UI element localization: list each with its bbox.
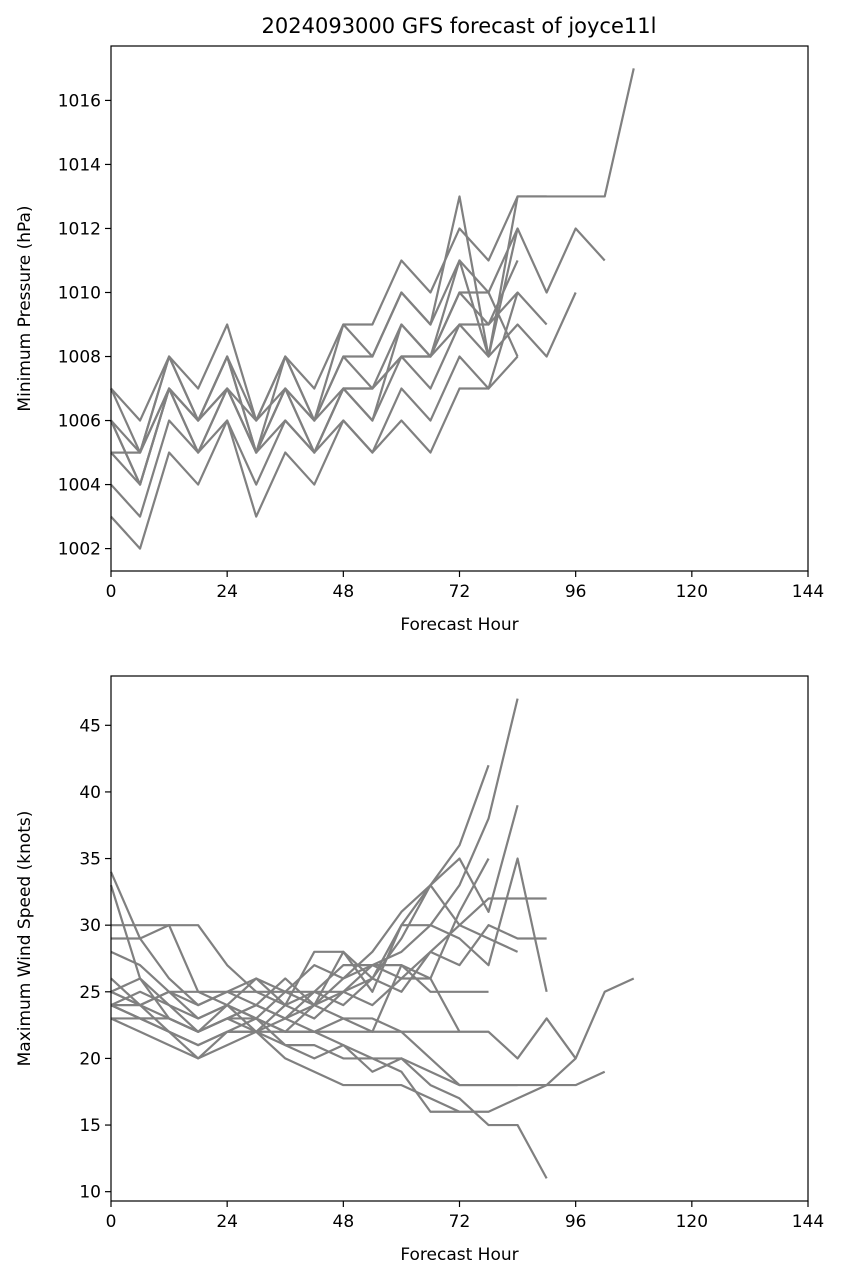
wind-x-tick-label: 120 <box>676 1212 708 1232</box>
wind-series-line-2 <box>110 764 490 1033</box>
pressure-x-tick-label: 96 <box>565 582 587 602</box>
wind-y-tick-label: 15 <box>79 1116 101 1136</box>
wind-series-line-13 <box>110 990 577 1113</box>
wind-series-line-4 <box>110 897 547 1033</box>
wind-series-line-9 <box>111 884 519 1007</box>
wind-x-tick-label: 24 <box>216 1212 238 1232</box>
pressure-x-tick-label: 144 <box>792 582 824 602</box>
pressure-y-tick-label: 1006 <box>58 412 101 432</box>
pressure-x-tick-label: 48 <box>333 582 355 602</box>
pressure-y-tick-label: 1014 <box>58 155 101 175</box>
wind-series-line-15 <box>110 1004 460 1113</box>
wind-series-line-16 <box>111 1004 518 1087</box>
pressure-plot-area <box>111 46 808 571</box>
wind-y-tick-label: 35 <box>79 850 101 870</box>
wind-y-tick-label: 40 <box>79 783 101 803</box>
wind-series-group <box>109 698 635 1179</box>
wind-series-line-8 <box>111 924 489 993</box>
pressure-y-tick-label: 1010 <box>58 283 101 303</box>
pressure-series-line-7 <box>110 292 519 550</box>
pressure-x-tick-label: 72 <box>449 582 471 602</box>
pressure-x-tick-label: 0 <box>106 582 117 602</box>
pressure-x-axis-label: Forecast Hour <box>400 615 518 635</box>
wind-series-line-3 <box>110 804 519 1007</box>
wind-y-tick-label: 25 <box>79 983 101 1003</box>
wind-x-tick-label: 144 <box>792 1212 824 1232</box>
pressure-y-tick-label: 1012 <box>58 219 101 239</box>
wind-y-axis-label: Maximum Wind Speed (knots) <box>15 811 35 1067</box>
pressure-y-tick-label: 1004 <box>58 476 101 496</box>
wind-x-tick-label: 48 <box>333 1212 355 1232</box>
pressure-y-tick-label: 1016 <box>58 91 101 111</box>
pressure-x-tick-label: 120 <box>676 582 708 602</box>
pressure-series-line-9 <box>109 195 519 454</box>
wind-panel: 0 24 48 72 96 120 144 10 15 20 25 30 35 40 45 Forecast … <box>15 675 824 1265</box>
pressure-y-tick-label: 1008 <box>58 348 101 368</box>
pressure-y-axis-label: Minimum Pressure (hPa) <box>15 205 35 411</box>
wind-x-tick-label: 0 <box>106 1212 117 1232</box>
wind-y-tick-label: 30 <box>79 916 101 936</box>
wind-x-tick-label: 72 <box>449 1212 471 1232</box>
wind-x-axis-label: Forecast Hour <box>400 1245 518 1265</box>
pressure-series-line-10 <box>111 291 519 454</box>
wind-x-tick-label: 96 <box>565 1212 587 1232</box>
wind-y-tick-label: 45 <box>79 716 101 736</box>
pressure-panel: 0 24 48 72 96 120 144 1002 1004 1006 1008 1010 1012 1… <box>15 45 824 635</box>
pressure-y-tick-label: 1002 <box>58 540 101 560</box>
figure-title: 2024093000 GFS forecast of joyce11l <box>262 14 657 38</box>
pressure-series-group <box>109 68 635 550</box>
pressure-x-tick-label: 24 <box>216 582 238 602</box>
wind-series-line-10 <box>110 950 461 1033</box>
wind-y-tick-label: 20 <box>79 1049 101 1069</box>
wind-y-tick-label: 10 <box>79 1183 101 1203</box>
